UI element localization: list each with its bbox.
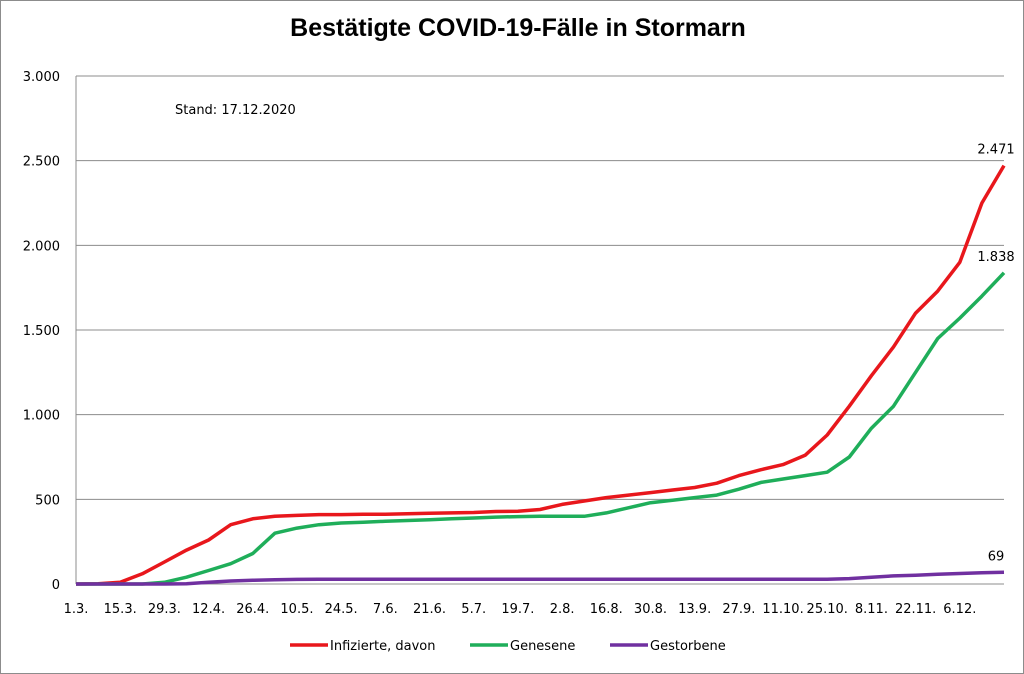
data-label: 2.471: [977, 143, 1014, 158]
x-tick-label: 21.6.: [413, 602, 446, 617]
y-tick-label: 1.500: [23, 324, 60, 339]
series-line: [76, 271, 1006, 586]
chart-title: Bestätigte COVID-19-Fälle in Stormarn: [290, 14, 746, 42]
x-tick-label: 2.8.: [550, 602, 575, 617]
x-tick-label: 25.10.: [807, 602, 848, 617]
data-label: 69: [988, 549, 1005, 564]
y-tick-label: 1.000: [23, 409, 60, 424]
x-tick-label: 15.3.: [104, 602, 137, 617]
x-tick-label: 13.9.: [678, 602, 711, 617]
annotation: Stand: 17.12.2020: [175, 103, 296, 118]
x-tick-label: 26.4.: [236, 602, 269, 617]
x-tick-label: 7.6.: [373, 602, 398, 617]
x-tick-label: 30.8.: [634, 602, 667, 617]
y-tick-label: 2.000: [23, 239, 60, 254]
x-tick-label: 8.11.: [855, 602, 888, 617]
legend-label: Genesene: [510, 639, 575, 654]
x-tick-label: 16.8.: [590, 602, 623, 617]
series-line: [76, 570, 1005, 586]
legend-label: Gestorbene: [650, 639, 726, 654]
legend-label: Infizierte, davon: [330, 639, 436, 654]
y-tick-label: 3.000: [23, 70, 60, 85]
x-tick-label: 5.7.: [461, 602, 486, 617]
y-tick-label: 0: [52, 578, 60, 593]
x-tick-label: 24.5.: [325, 602, 358, 617]
x-tick-label: 11.10.: [762, 602, 803, 617]
x-tick-label: 27.9.: [722, 602, 755, 617]
x-tick-label: 29.3.: [148, 602, 181, 617]
x-tick-label: 22.11.: [895, 602, 936, 617]
y-tick-label: 500: [35, 493, 60, 508]
series-line: [75, 164, 1006, 586]
data-label: 1.838: [977, 250, 1014, 265]
y-tick-label: 2.500: [23, 155, 60, 170]
x-tick-label: 12.4.: [192, 602, 225, 617]
x-tick-label: 19.7.: [501, 602, 534, 617]
x-tick-label: 10.5.: [280, 602, 313, 617]
x-tick-label: 1.3.: [64, 602, 89, 617]
x-tick-label: 6.12.: [943, 602, 976, 617]
